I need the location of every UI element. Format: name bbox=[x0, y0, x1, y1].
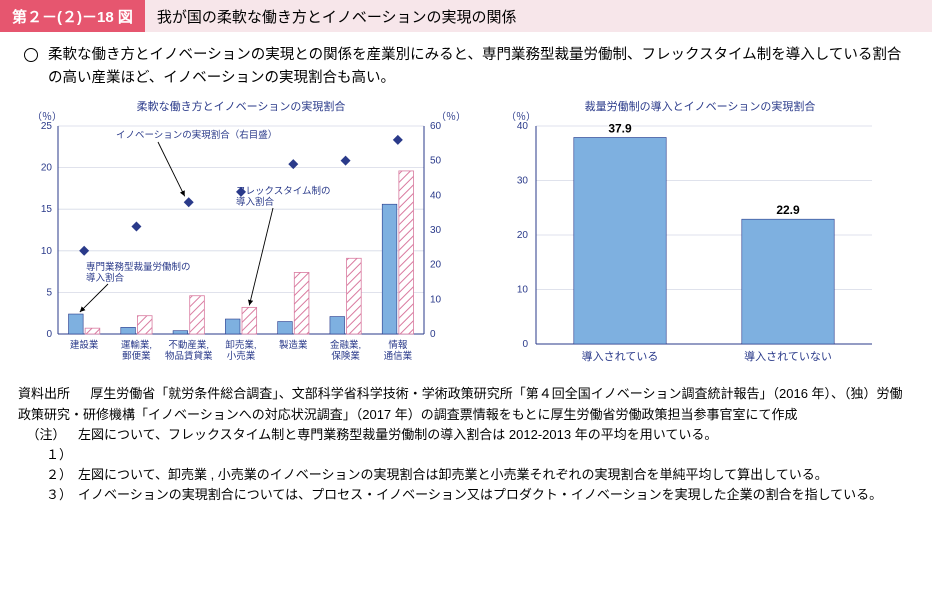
svg-text:25: 25 bbox=[41, 121, 53, 132]
svg-text:情報: 情報 bbox=[388, 339, 408, 351]
figure-number: 第２－(２)－18 図 bbox=[0, 0, 145, 32]
source-label: 資料出所 bbox=[18, 386, 70, 401]
svg-text:卸売業,: 卸売業, bbox=[225, 339, 256, 351]
svg-text:フレックスタイム制の: フレックスタイム制の bbox=[236, 185, 331, 197]
figure-header: 第２－(２)－18 図 我が国の柔軟な働き方とイノベーションの実現の関係 bbox=[0, 0, 932, 32]
svg-text:40: 40 bbox=[430, 191, 442, 202]
right-chart: 裁量労働制の導入とイノベーションの実現割合（％）01020304037.9導入さ… bbox=[490, 98, 890, 378]
svg-text:20: 20 bbox=[517, 230, 529, 241]
footer-notes: 資料出所 厚生労働省「就労条件総合調査」、文部科学省科学技術・学術政策研究所「第… bbox=[0, 378, 932, 517]
svg-text:小売業: 小売業 bbox=[227, 350, 256, 362]
svg-text:導入割合: 導入割合 bbox=[86, 272, 125, 284]
right-chart-svg: 裁量労働制の導入とイノベーションの実現割合（％）01020304037.9導入さ… bbox=[490, 98, 890, 378]
svg-text:37.9: 37.9 bbox=[608, 122, 632, 136]
svg-text:30: 30 bbox=[430, 225, 442, 236]
bullet-icon bbox=[24, 48, 38, 62]
svg-text:30: 30 bbox=[517, 176, 529, 187]
svg-text:金融業,: 金融業, bbox=[330, 339, 361, 351]
svg-text:60: 60 bbox=[430, 121, 442, 132]
svg-text:不動産業,: 不動産業, bbox=[168, 339, 209, 351]
svg-text:導入されている: 導入されている bbox=[582, 349, 659, 363]
note-2: ２） 左図について、卸売業 , 小売業のイノベーションの実現割合は卸売業と小売業… bbox=[18, 465, 914, 485]
svg-text:20: 20 bbox=[41, 163, 53, 174]
note-1-text: 左図について、フレックスタイム制と専門業務型裁量労働制の導入割合は 2012-2… bbox=[78, 425, 914, 465]
note-1: （注） １） 左図について、フレックスタイム制と専門業務型裁量労働制の導入割合は… bbox=[18, 425, 914, 465]
source-text: 厚生労働省「就労条件総合調査」、文部科学省科学技術・学術政策研究所「第４回全国イ… bbox=[18, 386, 903, 421]
svg-text:運輸業,: 運輸業, bbox=[121, 339, 152, 351]
svg-text:裁量労働制の導入とイノベーションの実現割合: 裁量労働制の導入とイノベーションの実現割合 bbox=[585, 99, 816, 113]
svg-text:建設業: 建設業 bbox=[70, 339, 99, 351]
svg-text:導入割合: 導入割合 bbox=[236, 196, 275, 208]
svg-text:10: 10 bbox=[41, 246, 53, 257]
charts-container: 柔軟な働き方とイノベーションの実現割合（％）（％）051015202501020… bbox=[0, 98, 932, 378]
svg-text:柔軟な働き方とイノベーションの実現割合: 柔軟な働き方とイノベーションの実現割合 bbox=[137, 99, 346, 113]
summary-text: 柔軟な働き方とイノベーションの実現との関係を産業別にみると、専門業務型裁量労働制… bbox=[48, 44, 912, 90]
svg-text:イノベーションの実現割合（右目盛）: イノベーションの実現割合（右目盛） bbox=[116, 129, 277, 141]
figure-title: 我が国の柔軟な働き方とイノベーションの実現の関係 bbox=[145, 0, 932, 32]
svg-text:専門業務型裁量労働制の: 専門業務型裁量労働制の bbox=[86, 261, 191, 273]
svg-text:40: 40 bbox=[517, 121, 529, 132]
summary-row: 柔軟な働き方とイノベーションの実現との関係を産業別にみると、専門業務型裁量労働制… bbox=[0, 32, 932, 98]
svg-text:10: 10 bbox=[430, 295, 442, 306]
source-row: 資料出所 厚生労働省「就労条件総合調査」、文部科学省科学技術・学術政策研究所「第… bbox=[18, 384, 914, 424]
left-chart: 柔軟な働き方とイノベーションの実現割合（％）（％）051015202501020… bbox=[16, 98, 466, 378]
note-3-text: イノベーションの実現割合については、プロセス・イノベーション又はプロダクト・イノ… bbox=[78, 485, 914, 505]
svg-text:製造業: 製造業 bbox=[279, 339, 308, 351]
svg-text:5: 5 bbox=[46, 288, 52, 299]
note-3: ３） イノベーションの実現割合については、プロセス・イノベーション又はプロダクト… bbox=[18, 485, 914, 505]
svg-text:20: 20 bbox=[430, 260, 442, 271]
svg-text:15: 15 bbox=[41, 205, 53, 216]
svg-text:保険業: 保険業 bbox=[331, 350, 360, 362]
note-2-text: 左図について、卸売業 , 小売業のイノベーションの実現割合は卸売業と小売業それぞ… bbox=[78, 465, 914, 485]
left-chart-svg: 柔軟な働き方とイノベーションの実現割合（％）（％）051015202501020… bbox=[16, 98, 466, 378]
svg-text:10: 10 bbox=[517, 285, 529, 296]
svg-text:0: 0 bbox=[430, 329, 436, 340]
svg-text:郵便業: 郵便業 bbox=[122, 350, 151, 362]
svg-text:22.9: 22.9 bbox=[776, 204, 800, 218]
svg-text:通信業: 通信業 bbox=[384, 350, 413, 362]
svg-text:導入されていない: 導入されていない bbox=[744, 349, 832, 363]
svg-text:0: 0 bbox=[46, 329, 52, 340]
svg-text:50: 50 bbox=[430, 156, 442, 167]
svg-text:0: 0 bbox=[522, 339, 528, 350]
svg-text:物品賃貸業: 物品賃貸業 bbox=[165, 350, 213, 362]
note-label: （注） １） bbox=[18, 425, 78, 465]
